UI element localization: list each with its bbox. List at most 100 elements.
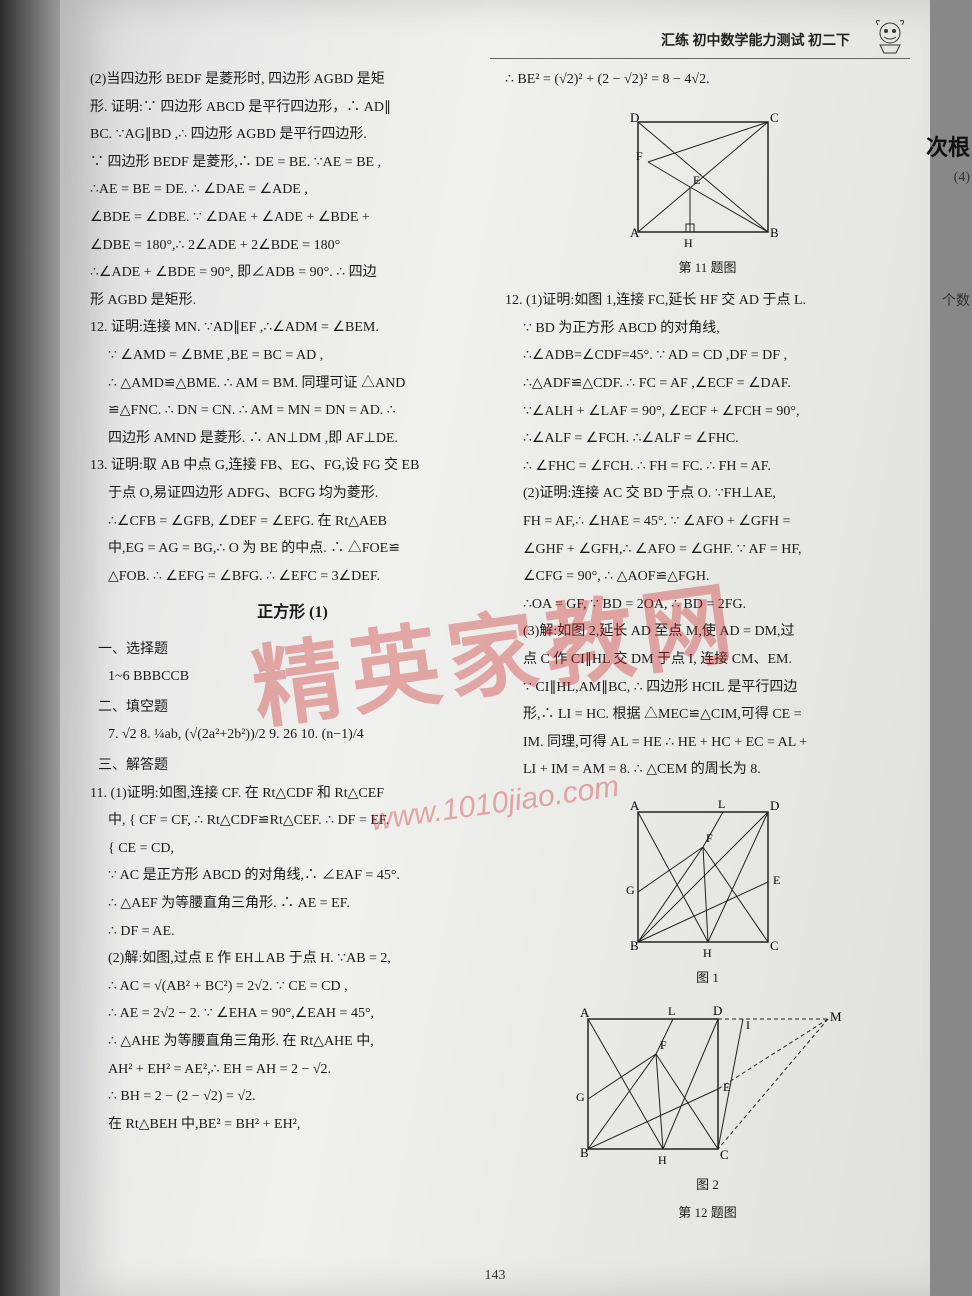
solution-text: (2)当四边形 BEDF 是菱形时, 四边形 AGBD 是矩 (90, 67, 495, 94)
svg-text:C: C (770, 938, 779, 953)
solution-text: ∴ BH = 2 − (2 − √2) = √2. (90, 1084, 495, 1111)
svg-text:D: D (770, 798, 779, 813)
solution-text: (2)解:如图,过点 E 作 EH⊥AB 于点 H. ∵AB = 2, (90, 946, 495, 973)
figure-11: A B C D E F H 第 11 题图 (505, 102, 910, 281)
svg-text:I: I (746, 1018, 750, 1032)
solution-text: 形 AGBD 是矩形. (90, 288, 495, 315)
solution-text: ∴△ADF≌△CDF. ∴ FC = AF ,∠ECF = ∠DAF. (505, 371, 910, 398)
subsection-label: 三、解答题 (98, 753, 495, 780)
solution-text: ∠GHF + ∠GFH,∴ ∠AFO = ∠GHF. ∵ AF = HF, (505, 537, 910, 564)
solution-text: (3)解:如图 2,延长 AD 至点 M,使 AD = DM,过 (505, 619, 910, 646)
solution-text: ≌△FNC. ∴ DN = CN. ∴ AM = MN = DN = AD. ∴ (90, 398, 495, 425)
solution-text: ∴ △AEF 为等腰直角三角形. ∴ AE = EF. (90, 891, 495, 918)
solution-text: BC. ∵AG∥BD ,∴ 四边形 AGBD 是平行四边形. (90, 122, 495, 149)
figure-12-2: A B C D E F G H L M I 图 2 第 12 题图 (505, 999, 910, 1226)
svg-text:H: H (658, 1153, 667, 1167)
solution-text: ∴ AE = 2√2 − 2. ∵ ∠EHA = 90°,∠EAH = 45°, (90, 1001, 495, 1028)
geometry-diagram-12-2: A B C D E F G H L M I (568, 999, 848, 1169)
svg-text:H: H (684, 236, 693, 250)
svg-text:A: A (630, 225, 640, 240)
svg-text:G: G (576, 1090, 585, 1104)
solution-text: 中, { CF = CF, ∴ Rt△CDF≌Rt△CEF. ∴ DF = EF… (90, 808, 495, 835)
solution-text: 13. 证明:取 AB 中点 G,连接 FB、EG、FG,设 FG 交 EB (90, 453, 495, 480)
solution-text: 点 C 作 CI∥HL 交 DM 于点 I, 连接 CM、EM. (505, 647, 910, 674)
svg-text:A: A (580, 1005, 590, 1020)
solution-text: 12. 证明:连接 MN. ∵AD∥EF ,∴∠ADM = ∠BEM. (90, 315, 495, 342)
page-header: 汇练 初中数学能力测试 初二下 (90, 30, 910, 50)
svg-text:B: B (770, 225, 779, 240)
svg-text:H: H (703, 946, 712, 960)
solution-text: ∴∠ADE + ∠BDE = 90°, 即∠ADB = 90°. ∴ 四边 (90, 260, 495, 287)
solution-text: ∴∠ADB=∠CDF=45°. ∵ AD = CD ,DF = DF , (505, 343, 910, 370)
solution-text: ∴ DF = AE. (90, 919, 495, 946)
solution-text: 形,∴ LI = HC. 根据 △MEC≌△CIM,可得 CE = (505, 702, 910, 729)
solution-text: ∠CFG = 90°, ∴ △AOF≌△FGH. (505, 564, 910, 591)
figure-caption: 图 2 (696, 1173, 719, 1198)
svg-text:M: M (830, 1009, 842, 1024)
svg-text:D: D (713, 1003, 722, 1018)
svg-text:F: F (660, 1038, 667, 1052)
solution-text: 四边形 AMND 是菱形. ∴ AN⊥DM ,即 AF⊥DE. (90, 426, 495, 453)
solution-text: ∵ CI∥HL,AM∥BC, ∴ 四边形 HCIL 是平行四边 (505, 675, 910, 702)
svg-text:C: C (770, 110, 779, 125)
figure-caption: 图 1 (696, 966, 719, 991)
solution-text: ∴AE = BE = DE. ∴ ∠DAE = ∠ADE , (90, 177, 495, 204)
solution-text: 11. (1)证明:如图,连接 CF. 在 Rt△CDF 和 Rt△CEF (90, 781, 495, 808)
header-underline (490, 58, 910, 59)
svg-text:E: E (723, 1080, 730, 1094)
figure-caption: 第 11 题图 (678, 256, 736, 281)
adjacent-page-edge-right: (4) (954, 170, 970, 186)
solution-text: { CE = CD, (90, 836, 495, 863)
solution-text: (2)证明:连接 AC 交 BD 于点 O. ∵FH⊥AE, (505, 481, 910, 508)
svg-text:F: F (706, 831, 713, 845)
solution-text: ∴ △AHE 为等腰直角三角形. 在 Rt△AHE 中, (90, 1029, 495, 1056)
svg-text:C: C (720, 1147, 729, 1162)
solution-text: ∴ ∠FHC = ∠FCH. ∴ FH = FC. ∴ FH = AF. (505, 454, 910, 481)
solution-text: ∠BDE = ∠DBE. ∵ ∠DAE + ∠ADE + ∠BDE + (90, 205, 495, 232)
solution-text: 12. (1)证明:如图 1,连接 FC,延长 HF 交 AD 于点 L. (505, 288, 910, 315)
solution-text: ∠DBE = 180°,∴ 2∠ADE + 2∠BDE = 180° (90, 233, 495, 260)
solution-text: ∴OA = GF, ∵ BD = 2OA, ∴ BD = 2FG. (505, 592, 910, 619)
solution-text: LI + IM = AM = 8. ∴ △CEM 的周长为 8. (505, 757, 910, 784)
solution-text: 中,EG = AG = BG,∴ O 为 BE 的中点. ∴ △FOE≌ (90, 536, 495, 563)
solution-text: ∵ 四边形 BEDF 是菱形,∴ DE = BE. ∵AE = BE , (90, 150, 495, 177)
solution-text: ∴ BE² = (√2)² + (2 − √2)² = 8 − 4√2. (505, 67, 910, 94)
solution-text: ∵ AC 是正方形 ABCD 的对角线,∴ ∠EAF = 45°. (90, 863, 495, 890)
solution-text: 于点 O,易证四边形 ADFG、BCFG 均为菱形. (90, 481, 495, 508)
adjacent-page-edge-right: 次根 (926, 130, 970, 162)
answers-text: 7. √2 8. ¼ab, (√(2a²+2b²))/2 9. 26 10. (… (90, 722, 495, 749)
textbook-page: 汇练 初中数学能力测试 初二下 (2)当四边形 BEDF 是菱形时, 四边形 A… (60, 0, 930, 1296)
solution-text: ∴ △AMD≌△BME. ∴ AM = BM. 同理可证 △AND (90, 371, 495, 398)
solution-text: 在 Rt△BEH 中,BE² = BH² + EH², (90, 1112, 495, 1139)
cartoon-mascot-icon (870, 15, 910, 55)
geometry-diagram-12-1: A B C D E F G H L (608, 792, 808, 962)
solution-text: FH = AF,∴ ∠HAE = 45°. ∵ ∠AFO + ∠GFH = (505, 509, 910, 536)
svg-text:A: A (630, 798, 640, 813)
solution-text: ∴∠CFB = ∠GFB, ∠DEF = ∠EFG. 在 Rt△AEB (90, 509, 495, 536)
svg-text:L: L (718, 797, 725, 811)
solution-text: IM. 同理,可得 AL = HE ∴ HE + HC + EC = AL + (505, 730, 910, 757)
solution-text: ∵∠ALH + ∠LAF = 90°, ∠ECF + ∠FCH = 90°, (505, 399, 910, 426)
section-title: 正方形 (1) (90, 598, 495, 628)
geometry-diagram-11: A B C D E F H (618, 102, 798, 252)
svg-text:B: B (580, 1145, 589, 1160)
subsection-label: 一、选择题 (98, 637, 495, 664)
figure-caption: 第 12 题图 (678, 1201, 737, 1226)
left-column: (2)当四边形 BEDF 是菱形时, 四边形 AGBD 是矩 形. 证明:∵ 四… (90, 67, 495, 1234)
adjacent-page-edge-right: 个数 (942, 290, 970, 310)
solution-text: AH² + EH² = AE²,∴ EH = AH = 2 − √2. (90, 1057, 495, 1084)
svg-text:G: G (626, 883, 635, 897)
svg-text:F: F (636, 149, 643, 163)
page-number: 143 (485, 1268, 506, 1284)
answers-text: 1~6 BBBCCB (90, 664, 495, 691)
svg-text:E: E (773, 873, 780, 887)
right-column: ∴ BE² = (√2)² + (2 − √2)² = 8 − 4√2. A B… (505, 67, 910, 1234)
solution-text: 形. 证明:∵ 四边形 ABCD 是平行四边形，∴ AD∥ (90, 95, 495, 122)
figure-12-1: A B C D E F G H L 图 1 (505, 792, 910, 991)
svg-text:E: E (693, 173, 700, 187)
solution-text: ∵ BD 为正方形 ABCD 的对角线, (505, 316, 910, 343)
solution-text: ∵ ∠AMD = ∠BME ,BE = BC = AD , (90, 343, 495, 370)
two-column-layout: (2)当四边形 BEDF 是菱形时, 四边形 AGBD 是矩 形. 证明:∵ 四… (90, 67, 910, 1234)
solution-text: ∴∠ALF = ∠FCH. ∴∠ALF = ∠FHC. (505, 426, 910, 453)
svg-text:L: L (668, 1004, 675, 1018)
